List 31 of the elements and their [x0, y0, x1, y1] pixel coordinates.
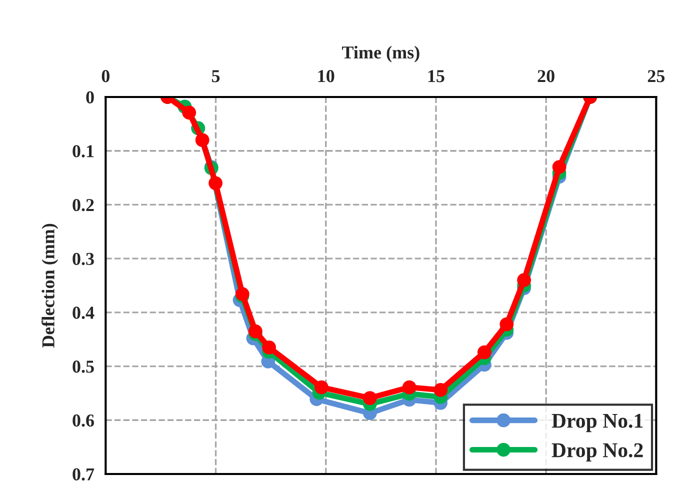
- point: [500, 317, 514, 332]
- x-tick-label: 5: [212, 70, 220, 82]
- x-tick-label: 20: [538, 70, 554, 82]
- y-tick-label: 0.2: [72, 198, 94, 212]
- y-axis-title: Deflection (mm): [42, 224, 58, 348]
- point: [402, 380, 416, 394]
- y-tick-label: 0.3: [72, 252, 94, 266]
- point: [262, 340, 276, 354]
- x-tick-label: 0: [102, 70, 110, 82]
- y-tick-label: 0.4: [72, 306, 94, 319]
- x-tick-label: 25: [648, 70, 665, 82]
- y-tick-label: 0.6: [72, 414, 94, 427]
- legend-label: Drop No.1: [552, 414, 643, 432]
- point: [248, 324, 262, 338]
- x-tick-label: 15: [428, 70, 444, 82]
- y-tick-label: 0.5: [72, 360, 94, 373]
- legend-label: Drop No.2: [552, 443, 643, 462]
- point: [477, 345, 492, 360]
- y-tick-label: 0.1: [72, 145, 94, 158]
- point: [314, 380, 328, 394]
- y-tick-label: 0: [86, 91, 94, 104]
- point: [552, 160, 566, 174]
- point: [208, 176, 222, 190]
- point: [362, 391, 377, 406]
- y-tick-label: 0.7: [72, 468, 94, 481]
- point: [195, 133, 210, 148]
- point: [517, 273, 531, 288]
- x-tick-label: 10: [318, 70, 334, 82]
- point: [182, 106, 196, 120]
- x-axis-title: Time (ms): [342, 46, 420, 62]
- point: [434, 383, 448, 397]
